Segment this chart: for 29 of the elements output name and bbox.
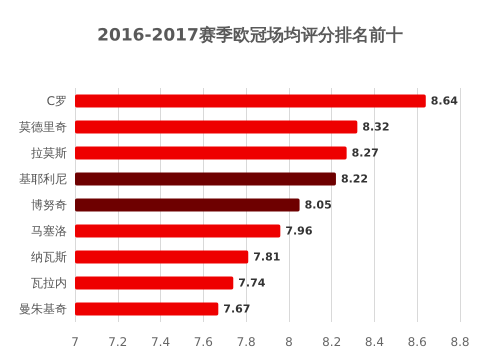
x-tick-label: 7.8 bbox=[236, 335, 256, 349]
x-tick-label: 8.8 bbox=[450, 335, 470, 349]
data-label: 7.74 bbox=[238, 276, 266, 290]
data-label: 7.81 bbox=[253, 250, 280, 264]
data-label: 7.67 bbox=[223, 302, 250, 316]
data-label: 7.96 bbox=[285, 224, 313, 238]
data-label: 8.27 bbox=[352, 146, 379, 160]
x-tick-label: 8.2 bbox=[322, 335, 342, 349]
x-tick-label: 7 bbox=[71, 335, 79, 349]
x-tick-label: 8.6 bbox=[408, 335, 427, 349]
data-label: 8.32 bbox=[362, 120, 390, 134]
chart-title: 2016-2017赛季欧冠场均评分排名前十 bbox=[97, 26, 403, 46]
y-tick-label: 莫德里奇 bbox=[19, 120, 67, 134]
y-tick-label: 马塞洛 bbox=[31, 224, 67, 238]
y-tick-label: 拉莫斯 bbox=[31, 146, 67, 160]
data-label: 8.05 bbox=[304, 198, 332, 212]
data-label: 8.22 bbox=[340, 172, 368, 186]
y-tick-label: 瓦拉内 bbox=[31, 276, 67, 290]
y-tick-label: C罗 bbox=[46, 94, 67, 108]
data-label: 8.64 bbox=[430, 94, 458, 108]
x-tick-label: 7.4 bbox=[151, 335, 170, 349]
y-tick-label: 博努奇 bbox=[31, 198, 67, 212]
y-tick-label: 基耶利尼 bbox=[19, 172, 67, 186]
x-tick-label: 7.6 bbox=[194, 335, 213, 349]
y-tick-label: 曼朱基奇 bbox=[19, 302, 67, 316]
y-tick-label: 纳瓦斯 bbox=[31, 250, 67, 264]
x-tick-label: 8 bbox=[285, 335, 293, 349]
x-tick-label: 8.4 bbox=[364, 335, 384, 349]
x-tick-label: 7.2 bbox=[108, 335, 128, 349]
